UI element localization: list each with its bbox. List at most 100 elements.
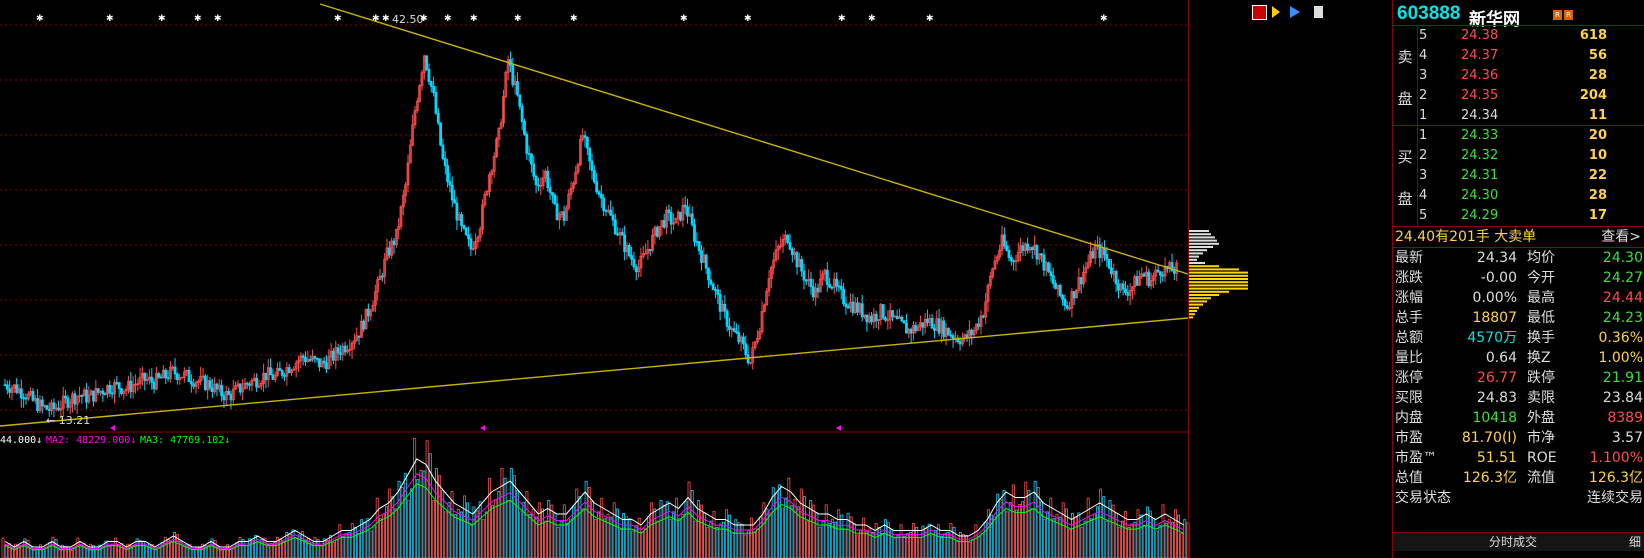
quote-value: 24.34	[1476, 250, 1517, 266]
buy-row-5[interactable]: 5 24.29 17	[1419, 206, 1644, 226]
kline-svg[interactable]: 42.50← 13.21✱ ✱ ✱ ✱ ✱ ✱ ✱ ✱ ✱ ✱ ✱ ✱ ✱ ✱ ✱ ✱ ✱ ✱ ✱44.000↓ MA…	[0, 0, 1248, 558]
buy-label-2: 盘	[1397, 190, 1413, 208]
volume-bar	[1096, 506, 1099, 558]
play-icon[interactable]	[1290, 6, 1300, 18]
candle-body	[1037, 253, 1041, 260]
candle-body	[280, 370, 284, 376]
quote-label: 涨停	[1395, 370, 1423, 386]
volume-bar	[793, 499, 797, 558]
candle-body	[234, 385, 238, 390]
quote-value: -0.00	[1480, 270, 1517, 286]
candle-body	[530, 153, 533, 165]
volume-bar	[357, 532, 360, 558]
volume-bar	[20, 545, 24, 558]
volume-bar	[1024, 481, 1028, 558]
candle-body	[1021, 245, 1025, 251]
volume-bar	[157, 547, 161, 558]
sell-row-3[interactable]: 3 24.36 28	[1419, 66, 1644, 86]
candle-body	[364, 308, 368, 330]
volume-bar	[678, 518, 682, 558]
buy-row-2[interactable]: 2 24.32 10	[1419, 146, 1644, 166]
candle-body	[241, 388, 245, 393]
candle-body	[683, 204, 687, 208]
candle-body	[970, 329, 974, 336]
volume-bar	[650, 502, 654, 558]
candle-body	[651, 234, 654, 251]
quote-label: 交易状态	[1395, 490, 1451, 506]
candle-body	[546, 170, 550, 188]
event-marker: ✱	[372, 14, 380, 24]
sell-row-4[interactable]: 2 24.35 204	[1419, 86, 1644, 106]
candle-body	[3, 384, 7, 387]
candle-body	[478, 228, 482, 238]
candle-body	[436, 112, 440, 124]
candle-body	[464, 227, 468, 236]
volume-bar	[590, 501, 594, 558]
candle-body	[238, 383, 242, 393]
kline-chart[interactable]: 42.50 ← 13.21 ✱ ✱ ✱ ✱ ✱ ✱ ✱ ✱ ✱ ✱ ✱ ✱ ✱ ✱ ✱ ✱ ✱ ✱ ✱ 44.000↓ MA…	[0, 0, 1248, 558]
candle-body	[203, 375, 207, 391]
volume-ma-line	[4, 458, 1185, 548]
candle-body	[534, 175, 538, 186]
candle-body	[732, 328, 736, 332]
candle-body	[835, 278, 838, 287]
candle-body	[714, 289, 717, 291]
buy-row-4[interactable]: 4 24.30 28	[1419, 186, 1644, 206]
candle-body	[539, 185, 543, 187]
candle-body	[926, 318, 929, 323]
chart-right-border	[1188, 0, 1189, 558]
buy-row-1[interactable]: 1 24.33 20	[1419, 126, 1644, 146]
candle-body	[707, 267, 710, 281]
volume-bar	[640, 531, 644, 558]
sell-row-5[interactable]: 1 24.34 11	[1419, 106, 1644, 126]
volume-profile-bar	[1189, 287, 1248, 290]
volume-bar	[547, 500, 551, 558]
volume-bar	[360, 519, 364, 558]
candle-body	[19, 388, 23, 399]
buy-row-3[interactable]: 3 24.31 22	[1419, 166, 1644, 186]
volume-bar	[562, 504, 566, 558]
quote-value: 24.83	[1476, 390, 1517, 406]
candle-body	[811, 286, 815, 298]
candle-body	[837, 285, 841, 288]
candle-body	[951, 335, 955, 340]
volume-bar	[1158, 525, 1162, 558]
sell-price: 24.38	[1461, 28, 1499, 43]
candle-body	[613, 219, 617, 235]
candle-body	[101, 390, 105, 395]
tick-title[interactable]: 分时成交	[1489, 535, 1538, 549]
volume-bar	[893, 538, 897, 558]
flag-icon[interactable]	[1272, 6, 1280, 18]
quote-row: 市盈 81.70(I) 市净 3.57	[1393, 428, 1644, 448]
candle-body	[846, 306, 850, 309]
candle-body	[287, 367, 291, 374]
quote-value: 0.64	[1485, 350, 1517, 366]
volume-bar	[266, 544, 270, 558]
tick-detail[interactable]: 细	[1628, 535, 1641, 549]
candle-body	[294, 362, 298, 370]
volume-bar	[406, 499, 410, 558]
exit-icon[interactable]	[1252, 5, 1267, 20]
sell-label: 卖 盘	[1393, 26, 1418, 126]
volume-bar	[778, 484, 781, 558]
candle-body	[541, 177, 545, 186]
sell-row-1[interactable]: 5 24.38 618	[1419, 26, 1644, 46]
buy-volume: 10	[1588, 148, 1607, 163]
sell-row-2[interactable]: 4 24.37 56	[1419, 46, 1644, 66]
volume-bar	[986, 509, 990, 558]
volume-bar	[297, 534, 301, 558]
candle-body	[5, 384, 9, 390]
candle-body	[427, 68, 431, 83]
stock-code[interactable]: 603888	[1397, 3, 1461, 24]
quote-label: 量比	[1395, 350, 1423, 366]
page-icon[interactable]	[1314, 6, 1323, 18]
big-order-view-button[interactable]: 查看>	[1601, 229, 1641, 245]
candle-body	[555, 203, 559, 221]
candle-body	[443, 158, 447, 167]
quote-value-2: 8389	[1607, 410, 1643, 426]
candle-body	[450, 184, 454, 201]
candle-body	[224, 391, 228, 401]
volume-bar	[827, 522, 831, 558]
candle-body	[401, 194, 405, 208]
candle-body	[469, 238, 473, 250]
